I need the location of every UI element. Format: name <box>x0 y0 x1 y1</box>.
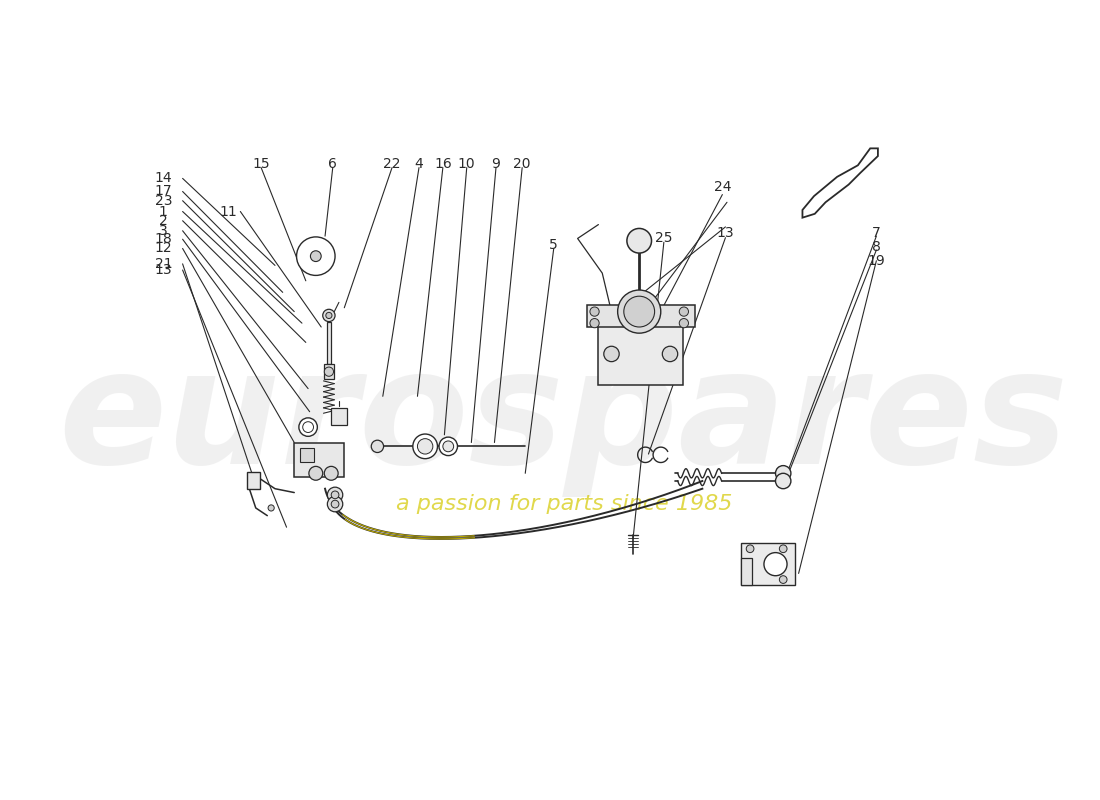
Text: 22: 22 <box>383 157 400 170</box>
Circle shape <box>324 367 333 376</box>
Text: 13: 13 <box>716 226 735 240</box>
Circle shape <box>680 318 689 328</box>
Text: 25: 25 <box>656 230 672 245</box>
Text: 21: 21 <box>154 257 173 271</box>
Text: 19: 19 <box>868 254 886 268</box>
FancyBboxPatch shape <box>741 542 794 585</box>
FancyBboxPatch shape <box>327 322 331 364</box>
Circle shape <box>331 500 339 508</box>
FancyBboxPatch shape <box>295 442 344 477</box>
Text: 7: 7 <box>872 226 881 240</box>
Text: 4: 4 <box>415 157 424 170</box>
Text: 9: 9 <box>492 157 500 170</box>
FancyBboxPatch shape <box>323 364 334 379</box>
Circle shape <box>371 440 384 453</box>
Text: 3: 3 <box>160 224 167 238</box>
Circle shape <box>322 310 335 322</box>
Circle shape <box>779 545 788 553</box>
FancyBboxPatch shape <box>741 558 752 585</box>
Circle shape <box>328 496 343 512</box>
Circle shape <box>412 434 438 458</box>
Circle shape <box>776 466 791 481</box>
Circle shape <box>443 441 453 452</box>
Text: 14: 14 <box>154 171 173 186</box>
Circle shape <box>439 437 458 455</box>
Text: 17: 17 <box>154 185 173 198</box>
Text: 6: 6 <box>328 157 338 170</box>
Text: 18: 18 <box>154 232 173 246</box>
Circle shape <box>324 466 338 480</box>
Text: a passion for parts since 1985: a passion for parts since 1985 <box>396 494 732 514</box>
Circle shape <box>627 229 651 253</box>
Circle shape <box>418 438 433 454</box>
Circle shape <box>604 346 619 362</box>
Text: 8: 8 <box>872 240 881 254</box>
Text: 12: 12 <box>154 242 173 255</box>
Circle shape <box>309 466 322 480</box>
Circle shape <box>763 553 788 576</box>
Polygon shape <box>803 148 878 218</box>
Circle shape <box>328 487 343 502</box>
Text: 1: 1 <box>158 205 168 218</box>
Circle shape <box>299 418 318 436</box>
FancyBboxPatch shape <box>299 448 314 462</box>
Circle shape <box>302 422 313 433</box>
Circle shape <box>310 250 321 262</box>
Circle shape <box>680 307 689 316</box>
Text: 13: 13 <box>154 263 173 277</box>
Circle shape <box>268 505 274 511</box>
Text: eurospares: eurospares <box>58 342 1069 497</box>
FancyBboxPatch shape <box>331 408 346 425</box>
Text: 24: 24 <box>714 180 732 194</box>
Circle shape <box>746 545 754 553</box>
Circle shape <box>297 237 336 275</box>
Text: 15: 15 <box>252 157 270 170</box>
Text: 16: 16 <box>434 157 452 170</box>
Text: 2: 2 <box>160 214 167 228</box>
FancyBboxPatch shape <box>246 472 261 489</box>
FancyBboxPatch shape <box>587 306 695 327</box>
Circle shape <box>590 307 600 316</box>
Circle shape <box>662 346 678 362</box>
Circle shape <box>326 312 332 318</box>
Circle shape <box>624 296 654 327</box>
Text: 23: 23 <box>155 194 172 208</box>
Circle shape <box>331 491 339 498</box>
Text: 20: 20 <box>514 157 531 170</box>
Circle shape <box>618 290 661 333</box>
Text: 10: 10 <box>458 157 475 170</box>
FancyBboxPatch shape <box>598 323 683 385</box>
Circle shape <box>776 474 791 489</box>
Text: 5: 5 <box>549 238 558 252</box>
Circle shape <box>779 576 788 583</box>
Circle shape <box>590 318 600 328</box>
Text: 11: 11 <box>220 205 238 218</box>
